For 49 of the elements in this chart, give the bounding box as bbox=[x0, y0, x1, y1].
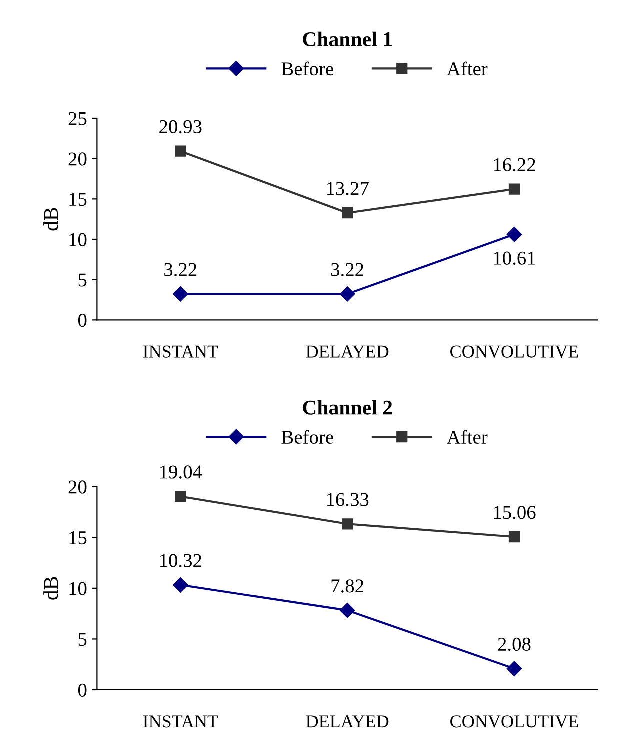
point bbox=[506, 227, 522, 242]
x-tick-label: INSTANT bbox=[143, 346, 218, 358]
y-tick-label: 15 bbox=[70, 532, 87, 545]
chart-title: Channel 2 bbox=[303, 400, 392, 415]
x-tick-label: CONVOLUTIVE bbox=[450, 346, 578, 358]
legend-label: Before bbox=[282, 62, 334, 76]
y-tick-label: 10 bbox=[70, 233, 87, 246]
point bbox=[340, 603, 356, 618]
data-label: 3.22 bbox=[164, 263, 197, 276]
data-label: 3.22 bbox=[331, 263, 364, 276]
data-label: 10.32 bbox=[160, 554, 202, 568]
data-label: 13.27 bbox=[327, 182, 369, 196]
legend-label: After bbox=[447, 62, 488, 76]
point bbox=[342, 518, 354, 530]
point bbox=[508, 184, 520, 195]
x-tick-label: CONVOLUTIVE bbox=[450, 716, 578, 728]
data-label: 19.04 bbox=[160, 466, 202, 479]
legend-label: After bbox=[447, 430, 488, 444]
point bbox=[175, 146, 186, 157]
y-tick-label: 20 bbox=[68, 480, 87, 494]
point bbox=[340, 286, 356, 302]
x-tick-label: DELAYED bbox=[306, 716, 389, 728]
data-label: 15.06 bbox=[494, 506, 536, 520]
y-tick-label: 5 bbox=[78, 274, 87, 287]
legend-label: Before bbox=[282, 430, 334, 444]
point bbox=[342, 208, 354, 219]
chart-title: Channel 1 bbox=[303, 32, 392, 46]
y-axis-title: dB bbox=[44, 208, 58, 231]
point bbox=[173, 286, 188, 302]
data-label: 16.22 bbox=[494, 158, 536, 172]
data-label: 20.93 bbox=[160, 120, 202, 134]
point bbox=[506, 661, 522, 676]
data-label: 2.08 bbox=[498, 638, 531, 652]
data-label: 7.82 bbox=[332, 580, 364, 593]
data-label: 10.61 bbox=[494, 252, 536, 266]
point bbox=[508, 531, 520, 543]
y-tick-label: 25 bbox=[68, 112, 87, 126]
x-tick-label: DELAYED bbox=[306, 346, 389, 358]
y-tick-label: 5 bbox=[78, 633, 87, 646]
point bbox=[173, 578, 188, 593]
y-axis-title: dB bbox=[44, 577, 58, 600]
y-tick-label: 15 bbox=[70, 193, 87, 206]
point bbox=[175, 491, 186, 502]
y-tick-label: 0 bbox=[78, 314, 87, 328]
y-tick-label: 0 bbox=[78, 684, 87, 697]
y-tick-label: 20 bbox=[68, 152, 87, 166]
data-label: 16.33 bbox=[327, 493, 369, 506]
x-tick-label: INSTANT bbox=[143, 716, 218, 728]
y-tick-label: 10 bbox=[70, 582, 87, 596]
